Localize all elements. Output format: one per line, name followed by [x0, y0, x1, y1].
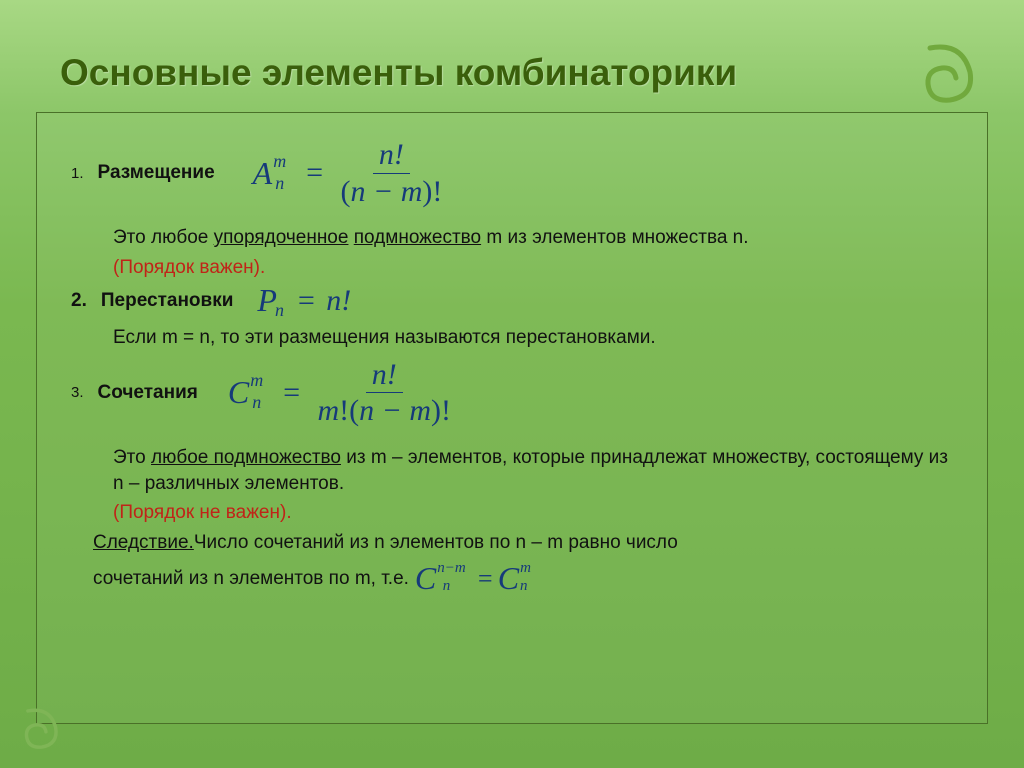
item-label: Перестановки [101, 290, 234, 312]
slide-title: Основные элементы комбинаторики [60, 52, 964, 94]
permutation-formula: Pn = n! [257, 282, 351, 319]
item-arrangement: 1. Размещение Amn = n! (n − m)! [71, 139, 953, 207]
item-combination: 3. Сочетания Cmn = n! m!(n − m)! [71, 359, 953, 427]
item-permutation: 2. Перестановки Pn = n! [71, 282, 953, 319]
spiral-icon [14, 704, 64, 754]
combination-note: (Порядок не важен). [113, 500, 953, 526]
corollary-label: Следствие. [93, 530, 194, 557]
corollary: Следствие. Число сочетаний из n элементо… [93, 530, 953, 557]
arrangement-note: (Порядок важен). [113, 255, 953, 281]
content-box: 1. Размещение Amn = n! (n − m)! Это любо… [36, 112, 988, 724]
permutation-desc: Если m = n, то эти размещения называются… [113, 325, 953, 351]
arrangement-desc: Это любое упорядоченное подмножество m и… [113, 225, 953, 251]
corollary-line2: сочетаний из n элементов по m, т.е. Cn−m… [93, 556, 953, 601]
combination-desc: Это любое подмножество из m – элементов,… [113, 445, 953, 496]
combination-formula: Cmn = n! m!(n − m)! [228, 359, 457, 427]
arrangement-formula: Amn = n! (n − m)! [253, 139, 449, 207]
item-number: 3. [71, 384, 84, 401]
spiral-icon [910, 38, 982, 110]
item-label: Размещение [98, 162, 215, 184]
item-number: 1. [71, 165, 84, 182]
item-number: 2. [71, 290, 87, 312]
corollary-formula: Cn−mn = Cmn [415, 556, 538, 601]
item-label: Сочетания [98, 382, 198, 404]
